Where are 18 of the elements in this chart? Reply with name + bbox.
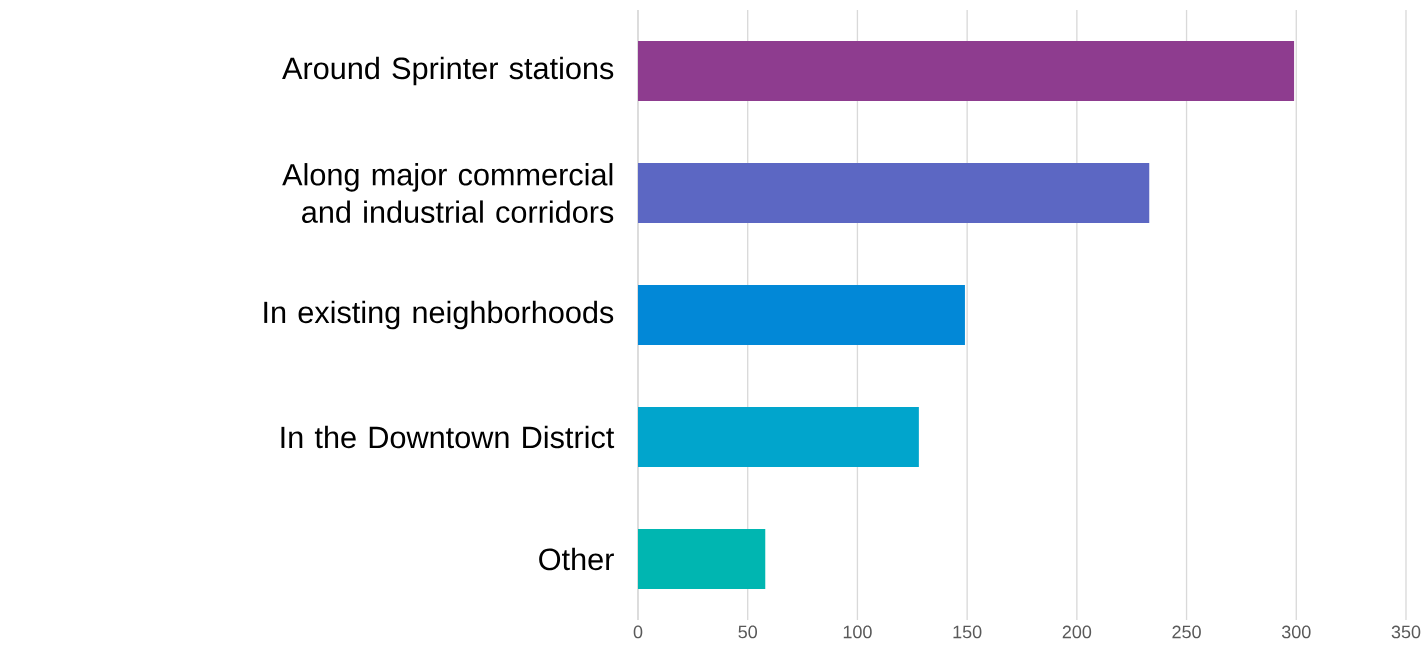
x-tick-label: 250	[1172, 625, 1201, 639]
x-tick-label: 50	[738, 625, 758, 639]
x-tick-label: 150	[953, 625, 982, 639]
x-tick-label: 300	[1281, 625, 1311, 639]
x-tick-label: 200	[1062, 625, 1092, 639]
bar	[638, 285, 965, 345]
y-tick-label: Other	[539, 547, 614, 571]
bar	[638, 41, 1295, 101]
y-tick-label: In the Downtown District	[281, 425, 615, 449]
y-tick-label: In existing neighborhoods	[264, 300, 614, 330]
x-tick-label: 0	[633, 625, 643, 639]
y-tick-label: Along major commercial and industrial corridors	[282, 163, 614, 223]
x-tick-label: 350	[1391, 625, 1421, 639]
y-tick-label: Around Sprinter stations	[282, 56, 614, 86]
bar	[638, 163, 1150, 223]
x-tick-label: 100	[843, 625, 872, 639]
bar	[638, 407, 919, 467]
bar	[638, 529, 766, 589]
